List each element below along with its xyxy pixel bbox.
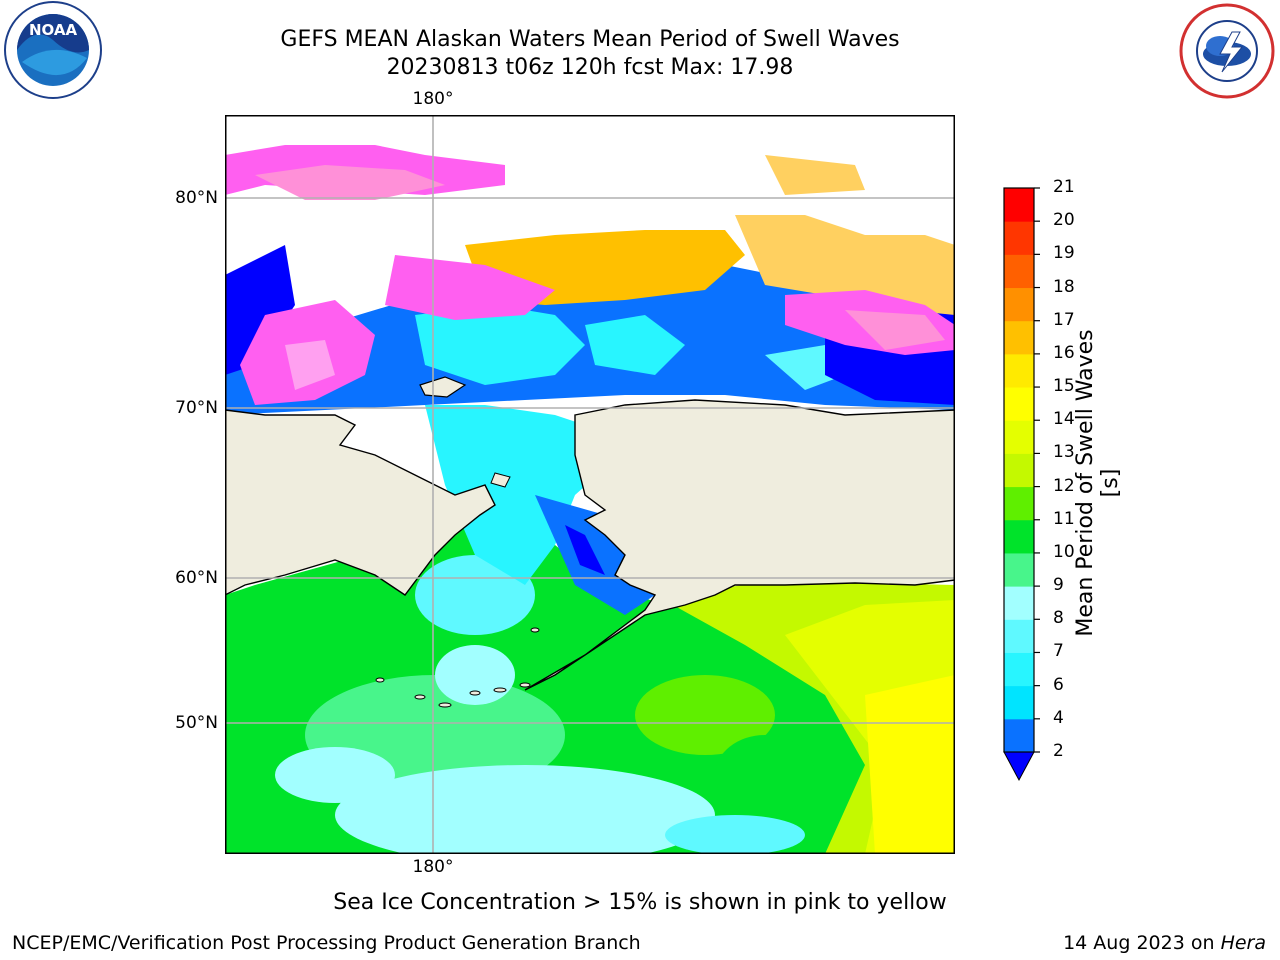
colorbar-tick-label: 14: [1053, 409, 1075, 430]
colorbar-tick-label: 6: [1053, 674, 1064, 695]
map-svg: [224, 115, 956, 865]
colorbar-tick-label: 12: [1053, 475, 1075, 496]
lat-label-80n: 80°N: [175, 188, 218, 208]
colorbar-segment: [1004, 353, 1034, 388]
colorbar-segment: [1004, 486, 1034, 521]
colorbar-segment: [1004, 287, 1034, 322]
colorbar-tick-label: 17: [1053, 309, 1075, 330]
aleutian-islands: [375, 627, 540, 708]
colorbar-segment: [1004, 652, 1034, 687]
lon-label-bottom: 180°: [412, 857, 454, 877]
colorbar-label: Mean Period of Swell Waves [s]: [1073, 329, 1123, 637]
colorbar-segment: [1004, 188, 1034, 222]
colorbar-tick-label: 10: [1053, 541, 1075, 562]
colorbar-tick-label: 8: [1053, 608, 1064, 629]
noaa-logo-icon: NOAA: [2, 0, 104, 102]
colorbar-frame: [1003, 187, 1035, 753]
map-subtitle: 20230813 t06z 120h fcst Max: 17.98: [386, 55, 794, 80]
colorbar: [990, 180, 1050, 790]
colorbar-segment: [1004, 586, 1034, 620]
footer-date-text: 14 Aug 2023 on: [1063, 932, 1215, 954]
sea-ice-field: [225, 145, 955, 405]
colorbar-tick-label: 19: [1053, 243, 1075, 264]
gridlines: [225, 115, 955, 854]
colorbar-tick-label: 4: [1053, 707, 1064, 728]
colorbar-tick-label: 11: [1053, 508, 1075, 529]
lat-label-60n: 60°N: [175, 568, 218, 588]
lat-label-70n: 70°N: [175, 398, 218, 418]
colorbar-tick-label: 9: [1053, 575, 1064, 596]
colorbar-tick-label: 21: [1053, 177, 1075, 197]
colorbar-tick-label: 15: [1053, 376, 1075, 397]
colorbar-tick-label: 20: [1053, 210, 1075, 231]
colorbar-segment: [1004, 387, 1034, 421]
colorbar-tick-label: 18: [1053, 276, 1075, 297]
colorbar-segment: [1004, 718, 1034, 753]
footer-host: Hera: [1220, 932, 1266, 954]
colorbar-segment: [1004, 254, 1034, 289]
colorbar-segment: [1004, 619, 1034, 653]
land: [224, 376, 956, 691]
colorbar-segment: [1004, 685, 1034, 720]
lat-label-50n: 50°N: [175, 713, 218, 733]
colorbar-segment: [1004, 221, 1034, 255]
sea-ice-caption: Sea Ice Concentration > 15% is shown in …: [333, 890, 947, 915]
colorbar-svg: [1003, 187, 1040, 782]
colorbar-tick-label: 7: [1053, 641, 1064, 662]
colorbar-segment: [1004, 420, 1034, 454]
footer-organization: NCEP/EMC/Verification Post Processing Pr…: [12, 932, 641, 954]
colorbar-segment: [1004, 320, 1034, 355]
bering-chukchi-field: [425, 405, 655, 615]
colorbar-tick-label: 2: [1053, 741, 1064, 761]
nws-logo-icon: [1176, 2, 1278, 100]
colorbar-segment: [1004, 519, 1034, 554]
map-frame: [225, 115, 955, 854]
map-panel: [224, 115, 956, 865]
colorbar-segment: [1004, 552, 1034, 587]
colorbar-segment: [1004, 453, 1034, 488]
noaa-logo-text: NOAA: [29, 21, 78, 39]
colorbar-tick-label: 13: [1053, 442, 1075, 463]
colorbar-tick-label: 16: [1053, 342, 1075, 363]
colorbar-extend-arrow: [1003, 751, 1035, 782]
footer-date: 14 Aug 2023 on Hera: [1063, 932, 1266, 954]
lon-label-top: 180°: [412, 89, 454, 109]
map-title: GEFS MEAN Alaskan Waters Mean Period of …: [280, 27, 900, 52]
